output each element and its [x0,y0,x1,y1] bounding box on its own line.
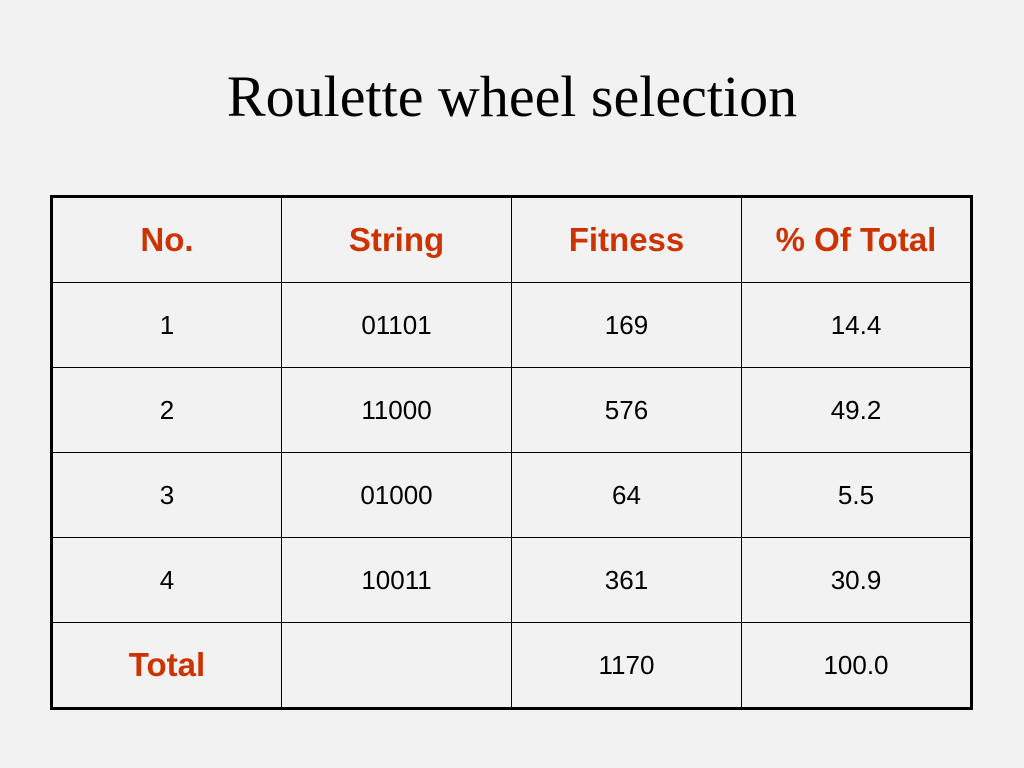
cell-no: 3 [51,452,282,538]
cell-no: 1 [51,282,282,368]
slide-title: Roulette wheel selection [226,64,798,129]
cell-percent: 30.9 [741,537,972,623]
cell-fitness: 576 [511,367,742,453]
cell-percent: 14.4 [741,282,972,368]
total-row: Total 1170 100.0 [51,622,972,709]
cell-string: 11000 [281,367,512,453]
cell-percent: 49.2 [741,367,972,453]
cell-string: 01101 [281,282,512,368]
table-row: 1 01101 169 14.4 [51,282,972,368]
table-row: 2 11000 576 49.2 [51,367,972,453]
header-no: No. [51,196,282,283]
cell-fitness: 361 [511,537,742,623]
roulette-table: No. String Fitness % Of Total 1 01101 16… [50,195,973,710]
total-percent: 100.0 [741,622,972,709]
table-row: 4 10011 361 30.9 [51,537,972,623]
header-fitness: Fitness [511,196,742,283]
header-percent: % Of Total [741,196,972,283]
cell-no: 2 [51,367,282,453]
total-fitness: 1170 [511,622,742,709]
cell-percent: 5.5 [741,452,972,538]
table-row: 3 01000 64 5.5 [51,452,972,538]
cell-string: 01000 [281,452,512,538]
total-string [281,622,512,709]
header-string: String [281,196,512,283]
total-label: Total [51,622,282,709]
cell-string: 10011 [281,537,512,623]
cell-fitness: 64 [511,452,742,538]
cell-no: 4 [51,537,282,623]
table-header-row: No. String Fitness % Of Total [51,196,972,283]
cell-fitness: 169 [511,282,742,368]
